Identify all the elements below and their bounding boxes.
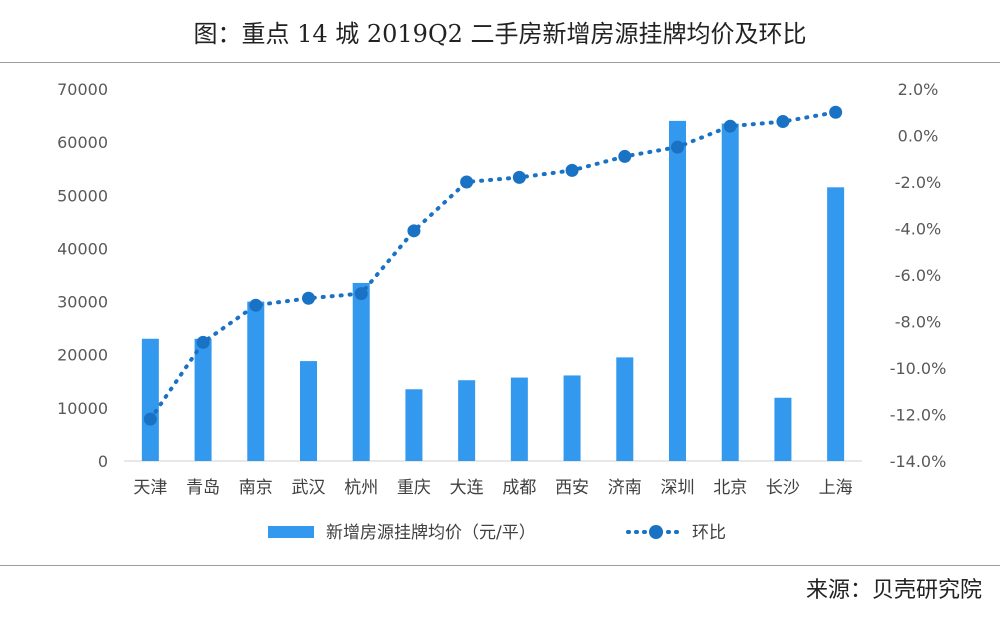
legend-bar-label: 新增房源挂牌均价（元/平）: [326, 523, 536, 543]
line-point: [723, 119, 737, 133]
bar: [721, 123, 739, 462]
category-label: 成都: [502, 478, 536, 498]
category-label: 青岛: [186, 478, 220, 498]
legend-bar-swatch: [268, 526, 314, 538]
right-tick-label: -10.0%: [890, 359, 947, 378]
category-label: 大连: [450, 478, 484, 498]
right-tick-label: -4.0%: [895, 220, 941, 239]
left-tick-label: 70000: [57, 80, 108, 99]
line-point: [407, 224, 421, 238]
line-point: [302, 291, 315, 305]
category-label: 北京: [713, 478, 747, 498]
line-point: [196, 335, 210, 349]
legend: 新增房源挂牌均价（元/平） 环比: [268, 523, 726, 543]
bar: [405, 389, 423, 461]
category-label: 深圳: [661, 478, 695, 498]
right-tick-label: -2.0%: [895, 173, 941, 192]
category-label: 南京: [239, 478, 273, 498]
legend-line-marker: [649, 525, 663, 539]
left-tick-label: 10000: [57, 399, 108, 418]
left-tick-label: 40000: [57, 239, 108, 258]
category-label: 长沙: [766, 478, 800, 498]
right-tick-label: 0.0%: [898, 127, 939, 146]
line-point: [460, 175, 474, 189]
right-tick-label: -12.0%: [890, 406, 947, 425]
category-label: 杭州: [344, 478, 378, 498]
left-tick-label: 60000: [57, 133, 108, 152]
left-tick-label: 30000: [57, 293, 108, 312]
bar: [194, 338, 212, 461]
right-tick-label: -8.0%: [895, 313, 941, 332]
category-label: 天津: [133, 478, 167, 498]
legend-line-label: 环比: [692, 523, 726, 543]
left-tick-label: 0: [98, 452, 108, 471]
line-point: [354, 287, 368, 301]
left-axis-ticks: 0 10000 20000 30000 40000 50000 60000 70000: [57, 80, 108, 471]
bar: [774, 397, 792, 461]
top-divider: [0, 62, 1000, 63]
right-axis-ticks: -14.0% -12.0% -10.0% -8.0% -6.0% -4.0% -2.0% 0.…: [890, 80, 947, 471]
source-note: 来源：贝壳研究院: [805, 578, 982, 603]
right-tick-label: 2.0%: [898, 80, 939, 99]
line-point: [249, 298, 263, 312]
line-point: [776, 115, 790, 129]
right-tick-label: -14.0%: [890, 452, 947, 471]
line-point: [512, 170, 526, 184]
bar: [141, 338, 159, 461]
bar: [458, 380, 476, 461]
line-series-points: [143, 105, 843, 426]
right-tick-label: -6.0%: [895, 266, 941, 285]
category-label: 西安: [555, 478, 589, 498]
line-point: [829, 105, 843, 119]
bar: [616, 357, 634, 461]
category-label: 上海: [819, 478, 853, 498]
category-label: 济南: [608, 478, 642, 498]
bar: [669, 120, 686, 461]
bar: [510, 377, 528, 461]
line-point: [565, 163, 579, 177]
bar: [300, 361, 317, 461]
line-point: [671, 140, 684, 154]
category-label: 武汉: [292, 478, 326, 498]
category-labels: 天津 青岛 南京 武汉 杭州 重庆 大连 成都 西安 济南 深圳 北京 长沙 上海: [133, 478, 852, 498]
bar-series: [141, 120, 845, 462]
bar: [247, 301, 265, 461]
left-tick-label: 20000: [57, 346, 108, 365]
left-tick-label: 50000: [57, 186, 108, 205]
line-point: [143, 412, 157, 426]
line-point: [618, 149, 632, 163]
category-label: 重庆: [397, 478, 431, 498]
chart-title: 图：重点 14 城 2019Q2 二手房新增房源挂牌均价及环比: [193, 20, 807, 48]
line-series-path: [148, 110, 838, 422]
bar: [563, 375, 581, 461]
bar: [352, 282, 370, 461]
bar: [827, 187, 845, 462]
bottom-divider: [0, 565, 1000, 566]
